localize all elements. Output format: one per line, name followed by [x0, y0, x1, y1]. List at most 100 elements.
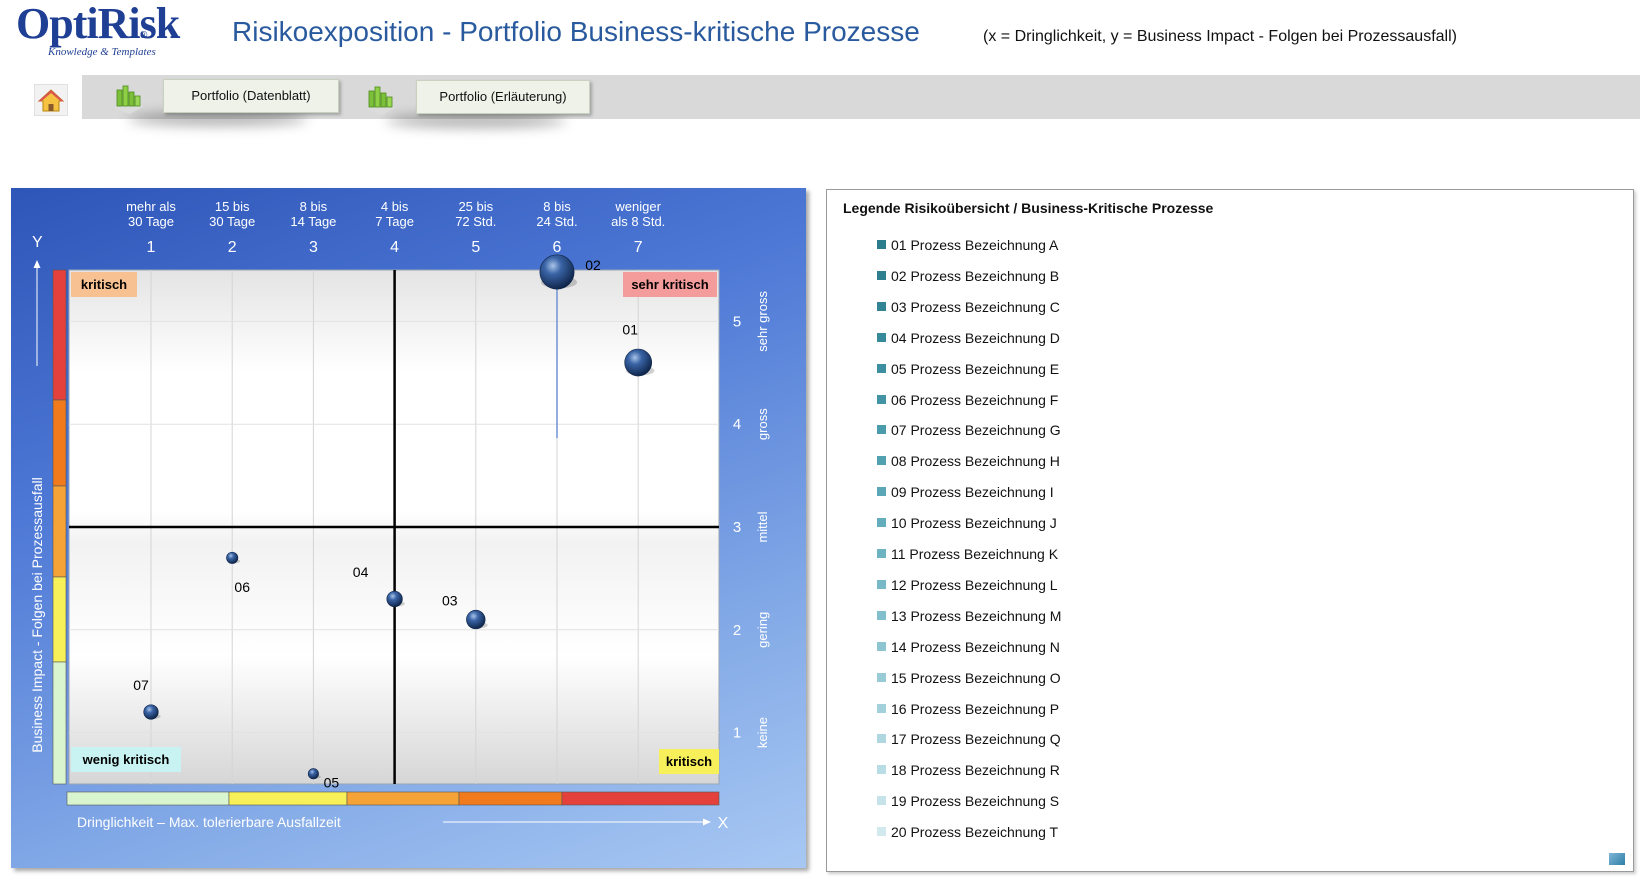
legend-item-label: 13 Prozess Bezeichnung M: [891, 607, 1062, 624]
legend-item: 03 Prozess Bezeichnung C: [877, 299, 1060, 319]
quadrant-label-bottom-left: wenig kritisch: [82, 752, 170, 767]
home-button[interactable]: [34, 84, 68, 116]
impact-color-band: [52, 576, 67, 663]
legend-item-label: 20 Prozess Bezeichnung T: [891, 824, 1059, 841]
risk-portfolio-chart: mehr als 30 Tage 1 15 bis 30 Tage 2 8 bis 14 Ta…: [11, 188, 806, 868]
y-tick-number: 5: [733, 313, 741, 330]
legend-swatch: [877, 765, 886, 775]
legend-title: Legende Risikoübersicht / Business-Kriti…: [843, 200, 1214, 216]
urgency-color-band: [228, 791, 348, 806]
legend-item-label: 18 Prozess Bezeichnung R: [891, 762, 1060, 779]
x-tick-label-line1: mehr als: [126, 199, 176, 214]
legend-item-label: 12 Prozess Bezeichnung L: [891, 576, 1058, 593]
nav-shadow: [386, 114, 566, 128]
x-tick-number: 1: [147, 239, 156, 256]
x-tick-label-line2: 72 Std.: [455, 214, 496, 229]
legend-item-label: 02 Prozess Bezeichnung B: [891, 267, 1060, 284]
logo-registered-mark: ®: [140, 30, 148, 41]
x-tick-label-line2: als 8 Std.: [611, 214, 665, 229]
legend-swatch: [877, 301, 886, 311]
legend-item-label: 19 Prozess Bezeichnung S: [891, 793, 1060, 810]
urgency-color-band: [66, 791, 230, 806]
page-title: Risikoexposition - Portfolio Business-kr…: [232, 16, 920, 47]
legend-swatch: [877, 734, 886, 744]
legend-item: 05 Prozess Bezeichnung E: [877, 361, 1059, 381]
legend-item: 09 Prozess Bezeichnung I: [877, 484, 1054, 504]
y-tick-label: keine: [755, 717, 770, 748]
legend-item: 20 Prozess Bezeichnung T: [877, 824, 1058, 844]
legend-item: 04 Prozess Bezeichnung D: [877, 330, 1060, 350]
legend-item-label: 03 Prozess Bezeichnung C: [891, 298, 1060, 315]
legend-item: 06 Prozess Bezeichnung F: [877, 392, 1058, 412]
axis-explanation-note: (x = Dringlichkeit, y = Business Impact …: [983, 28, 1457, 45]
legend-item: 18 Prozess Bezeichnung R: [877, 762, 1060, 782]
y-tick-label: sehr gross: [755, 291, 770, 352]
legend-swatch: [877, 240, 886, 249]
legend-swatch: [877, 672, 886, 682]
x-tick-number: 6: [553, 239, 562, 256]
bar-chart-icon[interactable]: [362, 81, 400, 117]
data-point-label: 05: [324, 775, 340, 791]
x-axis-label: Dringlichkeit – Max. tolerierbare Ausfal…: [77, 814, 341, 830]
legend-swatch: [877, 641, 886, 651]
data-point: [386, 590, 403, 608]
data-point-label: 03: [442, 593, 458, 609]
logo-tagline: Knowledge & Templates: [48, 46, 156, 58]
quadrant-label-top-right: sehr kritisch: [631, 277, 708, 292]
y-axis-letter: Y: [32, 234, 43, 251]
nav-shadow: [128, 112, 308, 126]
data-point-label: 02: [585, 257, 601, 273]
optirisk-logo: OptiRisk ® Knowledge & Templates: [16, 0, 180, 66]
legend-item: 14 Prozess Bezeichnung N: [877, 639, 1060, 659]
legend-item: 01 Prozess Bezeichnung A: [877, 237, 1058, 257]
y-tick-number: 1: [733, 725, 741, 742]
legend-swatch: [877, 270, 886, 280]
home-icon: [37, 89, 65, 112]
impact-color-band: [52, 269, 67, 401]
impact-color-band: [52, 399, 67, 487]
data-point-label: 04: [353, 564, 369, 580]
quadrant-label-bottom-right-box: [659, 749, 719, 774]
legend-item: 16 Prozess Bezeichnung P: [877, 701, 1059, 721]
y-tick-number: 2: [733, 622, 741, 639]
quadrant-label-top-right-box: [623, 272, 717, 297]
data-point: [466, 609, 486, 630]
legend-panel: Legende Risikoübersicht / Business-Kriti…: [826, 189, 1634, 872]
x-tick-label-line1: 25 bis: [458, 199, 493, 214]
urgency-color-band: [561, 791, 720, 806]
portfolio-datenblatt-button[interactable]: Portfolio (Datenblatt): [163, 79, 339, 113]
legend-swatch: [877, 456, 886, 466]
logo-wordmark: OptiRisk: [16, 0, 180, 48]
data-point: [143, 704, 159, 720]
legend-item: 11 Prozess Bezeichnung K: [877, 546, 1058, 566]
x-tick-label-line1: 15 bis: [215, 199, 250, 214]
data-point: [226, 551, 239, 564]
y-tick-number: 3: [733, 519, 741, 536]
legend-item: 19 Prozess Bezeichnung S: [877, 793, 1059, 813]
data-point-label: 07: [133, 677, 149, 693]
quadrant-label-top-left: kritisch: [81, 277, 127, 292]
legend-item-label: 15 Prozess Bezeichnung O: [891, 669, 1061, 686]
legend-item: 12 Prozess Bezeichnung L: [877, 577, 1058, 597]
x-tick-number: 4: [390, 239, 399, 256]
urgency-color-band: [458, 791, 563, 806]
data-point: [624, 348, 653, 377]
y-tick-number: 4: [733, 416, 741, 433]
x-tick-label-line2: 30 Tage: [209, 214, 255, 229]
portfolio-erlaeuterung-button[interactable]: Portfolio (Erläuterung): [416, 80, 590, 114]
legend-item: 10 Prozess Bezeichnung J: [877, 515, 1057, 535]
data-point: [307, 768, 319, 780]
bar-chart-icon[interactable]: [110, 80, 148, 116]
impact-color-band: [52, 661, 67, 785]
x-axis-letter: X: [718, 815, 729, 832]
resize-grip-icon[interactable]: [1609, 853, 1625, 865]
y-tick-label: mittel: [755, 511, 770, 542]
x-tick-label-line1: 4 bis: [381, 199, 409, 214]
legend-item-label: 08 Prozess Bezeichnung H: [891, 453, 1060, 470]
legend-item: 02 Prozess Bezeichnung B: [877, 268, 1059, 288]
legend-swatch: [877, 394, 886, 404]
y-tick-label: gering: [755, 612, 770, 648]
legend-item: 07 Prozess Bezeichnung G: [877, 422, 1061, 442]
legend-swatch: [877, 579, 886, 589]
